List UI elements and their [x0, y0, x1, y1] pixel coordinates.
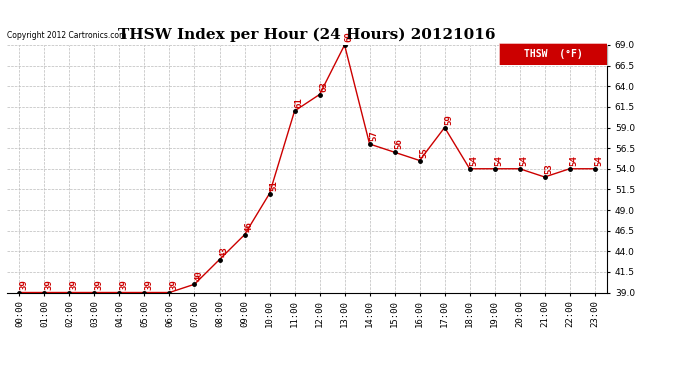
- Text: 39: 39: [144, 279, 153, 290]
- Text: 39: 39: [44, 279, 53, 290]
- Text: 56: 56: [394, 139, 403, 150]
- Text: 54: 54: [494, 155, 503, 166]
- Text: 40: 40: [194, 271, 203, 282]
- Title: THSW Index per Hour (24 Hours) 20121016: THSW Index per Hour (24 Hours) 20121016: [118, 28, 496, 42]
- Text: 39: 39: [119, 279, 128, 290]
- Text: 54: 54: [594, 155, 603, 166]
- Text: 39: 39: [69, 279, 78, 290]
- Text: 59: 59: [444, 114, 453, 125]
- Text: 61: 61: [294, 98, 303, 108]
- Text: 63: 63: [319, 81, 328, 92]
- Text: 54: 54: [469, 155, 478, 166]
- Text: 54: 54: [569, 155, 578, 166]
- Text: 39: 39: [94, 279, 103, 290]
- Text: 69: 69: [344, 32, 353, 42]
- Text: 46: 46: [244, 221, 253, 232]
- Text: 57: 57: [369, 130, 378, 141]
- Text: Copyright 2012 Cartronics.com: Copyright 2012 Cartronics.com: [7, 31, 126, 40]
- Text: 53: 53: [544, 164, 553, 174]
- Text: 55: 55: [420, 147, 428, 158]
- Text: 39: 39: [169, 279, 178, 290]
- Text: 51: 51: [269, 180, 278, 191]
- Text: 43: 43: [219, 246, 228, 257]
- Text: 39: 39: [19, 279, 28, 290]
- Text: 54: 54: [520, 155, 529, 166]
